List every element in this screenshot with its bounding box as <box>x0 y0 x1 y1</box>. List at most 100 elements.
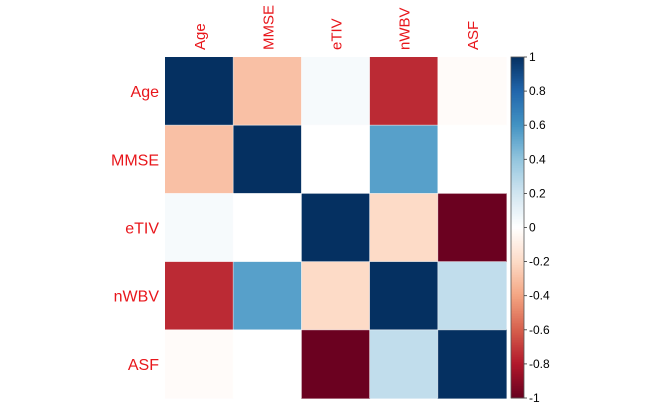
colorbar-segment <box>511 244 524 247</box>
colorbar-segment <box>511 161 524 164</box>
colorbar-segment <box>511 150 524 153</box>
colorbar-segment <box>511 374 524 377</box>
colorbar-segment <box>511 372 524 375</box>
colorbar-segment <box>511 57 524 60</box>
colorbar-tick-label: -0.2 <box>529 255 550 269</box>
colorbar-segment <box>511 215 524 218</box>
colorbar-segment <box>511 130 524 133</box>
colorbar-segment <box>511 155 524 159</box>
colorbar-segment <box>511 341 524 344</box>
colorbar-segment <box>511 324 524 327</box>
colorbar-segment <box>511 227 524 230</box>
colorbar-segment <box>511 135 524 138</box>
colorbar-segment <box>511 183 524 186</box>
colorbar-segment <box>511 203 524 206</box>
colorbar-segment <box>511 386 524 389</box>
colorbar-segment <box>511 174 524 177</box>
heatmap-cell-mmse-mmse <box>233 125 302 194</box>
heatmap-cell-age-etiv <box>301 57 371 126</box>
colorbar-segment <box>511 249 524 252</box>
colorbar-segment <box>511 350 524 353</box>
colorbar-segment <box>511 77 524 80</box>
colorbar-segment <box>511 113 524 116</box>
colorbar-segment <box>511 68 524 72</box>
colorbar-segment <box>511 254 524 257</box>
colorbar-segment <box>511 152 524 155</box>
colorbar-segment <box>511 222 524 225</box>
colorbar-segment <box>511 220 524 223</box>
colorbar-segment <box>511 391 524 394</box>
colorbar-segment <box>511 159 524 162</box>
colorbar-segment <box>511 351 524 355</box>
colorbar-segment <box>511 239 524 242</box>
colorbar-segment <box>511 65 524 68</box>
colorbar-segment <box>511 259 524 263</box>
column-labels: Age MMSE eTIV nWBV ASF <box>192 5 482 50</box>
colorbar-segment <box>511 85 524 89</box>
heatmap-cell-mmse-nwbv <box>369 125 439 194</box>
colorbar-segment <box>511 184 524 188</box>
heatmap-cell-asf-etiv <box>301 329 371 399</box>
heatmap-cell-etiv-asf <box>437 193 507 263</box>
colorbar-segment <box>511 355 524 358</box>
color-legend: 1 0.8 0.6 0.4 0.2 0 -0.2 -0.4 -0.6 -0.8 -1 <box>510 50 550 405</box>
colorbar-segment <box>511 67 524 70</box>
colorbar-segment <box>511 195 524 198</box>
heatmap-cell-age-mmse <box>233 57 302 126</box>
heatmap-cell-age-age <box>165 57 234 126</box>
colorbar-segment <box>511 237 524 240</box>
row-label-etiv: eTIV <box>125 221 159 238</box>
colorbar-segment <box>511 357 524 360</box>
colorbar-segment <box>511 126 524 130</box>
row-label-mmse: MMSE <box>111 152 159 169</box>
colorbar-segment <box>511 188 524 191</box>
colorbar-segment <box>511 207 524 210</box>
column-label-mmse: MMSE <box>260 5 277 50</box>
colorbar-tick-label: 0.8 <box>529 84 546 98</box>
colorbar-segment <box>511 101 524 104</box>
colorbar-segment <box>511 121 524 124</box>
colorbar-segment <box>511 210 524 213</box>
colorbar-segment <box>511 236 524 239</box>
colorbar-segment <box>511 167 524 171</box>
colorbar-tick-label: 0.6 <box>529 118 546 132</box>
heatmap-cell-age-asf <box>437 57 507 126</box>
heatmap-cells <box>165 57 507 399</box>
colorbar-segment <box>511 365 524 368</box>
colorbar-segment <box>511 106 524 109</box>
colorbar-segment <box>511 99 524 102</box>
heatmap-cell-asf-mmse <box>233 329 302 399</box>
colorbar-segment <box>511 114 524 118</box>
colorbar-segment <box>511 234 524 237</box>
colorbar-segment <box>511 392 524 396</box>
colorbar-segment <box>511 258 524 261</box>
colorbar-segment <box>511 396 524 399</box>
colorbar-tick-label: 1 <box>529 50 536 64</box>
colorbar-tick-label: 0 <box>529 221 536 235</box>
heatmap-cell-nwbv-etiv <box>301 261 371 331</box>
colorbar-segment <box>511 247 524 251</box>
heatmap-cell-etiv-nwbv <box>369 193 439 263</box>
colorbar-segment <box>511 138 524 142</box>
colorbar-segment <box>511 178 524 181</box>
colorbar-segment <box>511 193 524 196</box>
colorbar-segment <box>511 328 524 331</box>
row-label-age: Age <box>131 84 160 101</box>
colorbar-segment <box>511 205 524 208</box>
colorbar-segment <box>511 79 524 82</box>
colorbar-segment <box>511 143 524 147</box>
colorbar-segment <box>511 309 524 312</box>
heatmap-cell-mmse-asf <box>437 125 507 194</box>
colorbar-segment <box>511 218 524 222</box>
colorbar-segment <box>511 251 524 254</box>
heatmap-cell-etiv-age <box>165 193 234 263</box>
row-label-asf: ASF <box>128 357 159 374</box>
colorbar-segment <box>511 329 524 333</box>
colorbar-segment <box>511 273 524 276</box>
colorbar-segment <box>511 295 524 298</box>
colorbar-segment <box>511 171 524 174</box>
colorbar-segment <box>511 132 524 135</box>
heatmap-cell-nwbv-asf <box>437 261 507 331</box>
colorbar-segment <box>511 271 524 275</box>
colorbar-segment <box>511 241 524 244</box>
